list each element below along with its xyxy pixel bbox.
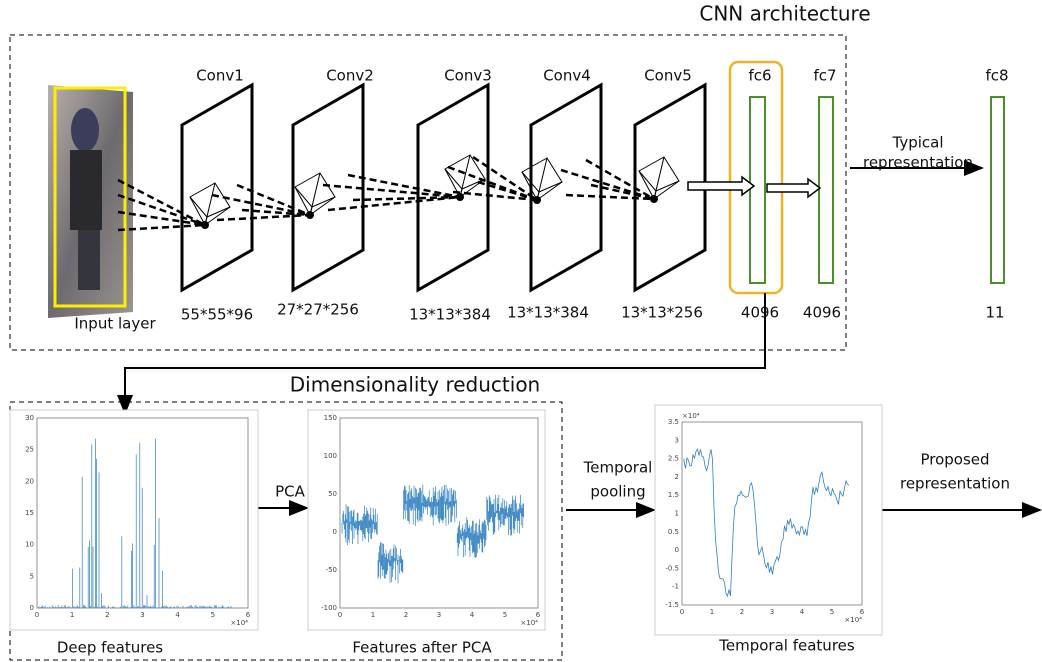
x-tick-label: 1	[70, 611, 74, 619]
fc-layers	[125, 62, 1004, 413]
layer-size: 4096	[741, 304, 779, 322]
y-tick-label: -50	[326, 566, 337, 574]
pooling-label: Temporal	[583, 459, 653, 477]
conv-plane	[418, 85, 488, 290]
x-tick-label: 0	[680, 608, 684, 616]
x-scale: ×10⁴	[520, 619, 538, 627]
neuron	[533, 196, 541, 204]
layer-name: Conv5	[644, 67, 692, 85]
x-scale: ×10⁴	[230, 619, 248, 627]
x-tick-label: 5	[211, 611, 215, 619]
conv-plane	[531, 85, 601, 290]
x-tick-label: 4	[470, 611, 475, 619]
neuron	[456, 193, 464, 201]
x-tick-label: 2	[404, 611, 408, 619]
x-tick-label: 3	[770, 608, 774, 616]
layer-name: Conv2	[326, 67, 374, 85]
y-tick-label: 5	[30, 572, 34, 580]
y-tick-label: 0.5	[668, 528, 679, 536]
y-tick-label: -1.5	[665, 601, 679, 609]
x-tick-label: 1	[371, 611, 375, 619]
y-tick-label: 3.5	[668, 418, 679, 426]
neuron	[306, 211, 314, 219]
x-tick-label: 3	[140, 611, 144, 619]
y-tick-label: 2.5	[668, 455, 679, 463]
proposed-label: representation	[900, 475, 1010, 493]
connection	[217, 215, 310, 220]
connection	[323, 185, 460, 197]
layer-size: 4096	[803, 304, 841, 322]
y-tick-label: -1	[672, 583, 679, 591]
x-tick-label: 4	[800, 608, 805, 616]
y-tick-label: 10	[25, 541, 34, 549]
layer-size: 55*55*96	[181, 306, 253, 324]
y-tick-label: 25	[25, 446, 34, 454]
y-tick-label: 0	[675, 546, 679, 554]
y-tick-label: 20	[25, 477, 34, 485]
layer-name: fc6	[748, 67, 771, 85]
x-tick-label: 6	[536, 611, 541, 619]
y-tick-label: 150	[324, 414, 337, 422]
y-scale: ×10⁴	[682, 412, 700, 420]
title: CNN architecture	[699, 2, 870, 26]
input-image	[48, 85, 133, 318]
page: CNN architecture Input layer Conv1 55*55*…	[0, 0, 1042, 662]
plot-caption: Temporal features	[718, 637, 855, 655]
y-tick-label: 0	[333, 528, 337, 536]
layer-size: 11	[985, 304, 1004, 322]
reduction-label: Dimensionality reduction	[290, 373, 540, 397]
connection	[328, 197, 460, 210]
y-tick-label: 15	[25, 509, 34, 517]
layer-name: Conv1	[196, 67, 244, 85]
x-tick-label: 3	[437, 611, 441, 619]
layer-name: fc8	[985, 67, 1008, 85]
y-tick-label: 2	[675, 473, 679, 481]
x-tick-label: 5	[830, 608, 834, 616]
typical-label: Typical	[892, 134, 944, 152]
cnn-box	[10, 35, 846, 350]
neuron	[201, 221, 209, 229]
plot-caption: Features after PCA	[352, 639, 492, 657]
x-tick-label: 0	[35, 611, 39, 619]
layer-name: Conv4	[543, 67, 591, 85]
diagram: CNN architecture Input layer Conv1 55*55*…	[0, 0, 1042, 662]
y-tick-label: 100	[324, 452, 337, 460]
y-tick-label: 50	[328, 490, 337, 498]
typical-label: representation	[863, 154, 973, 172]
layer-name: Conv3	[444, 67, 492, 85]
x-scale: ×10⁴	[844, 616, 862, 624]
layer-size: 13*13*384	[409, 306, 491, 324]
plot-axes	[682, 422, 862, 605]
y-tick-label: -0.5	[665, 564, 679, 572]
y-tick-label: 0	[30, 604, 34, 612]
input-label: Input layer	[74, 315, 156, 333]
x-tick-label: 5	[503, 611, 507, 619]
connection	[348, 175, 460, 197]
layer-name: fc7	[813, 67, 836, 85]
layer-size: 27*27*256	[277, 301, 359, 319]
x-tick-label: 4	[175, 611, 180, 619]
y-tick-label: 3	[675, 436, 679, 444]
pca-label: PCA	[275, 483, 306, 501]
x-tick-label: 0	[338, 611, 342, 619]
x-tick-label: 1	[710, 608, 714, 616]
x-tick-label: 2	[740, 608, 744, 616]
proposed-label: Proposed	[920, 451, 989, 469]
x-tick-label: 2	[105, 611, 109, 619]
plot-caption: Deep features	[57, 639, 163, 657]
layer-size: 13*13*256	[621, 304, 703, 322]
connection	[212, 195, 310, 215]
neuron	[650, 195, 658, 203]
y-tick-label: -100	[321, 604, 337, 612]
y-tick-label: 30	[25, 414, 34, 422]
pooling-label: pooling	[590, 483, 645, 501]
conv-layers: Conv1 55*55*96 Conv2 27*27*256 Conv3 13*13*38…	[118, 67, 1009, 324]
y-tick-label: 1	[675, 510, 679, 518]
x-tick-label: 6	[860, 608, 865, 616]
conv-plane	[293, 85, 363, 290]
y-tick-label: 1.5	[668, 491, 679, 499]
x-tick-label: 6	[246, 611, 251, 619]
layer-size: 13*13*384	[507, 304, 589, 322]
